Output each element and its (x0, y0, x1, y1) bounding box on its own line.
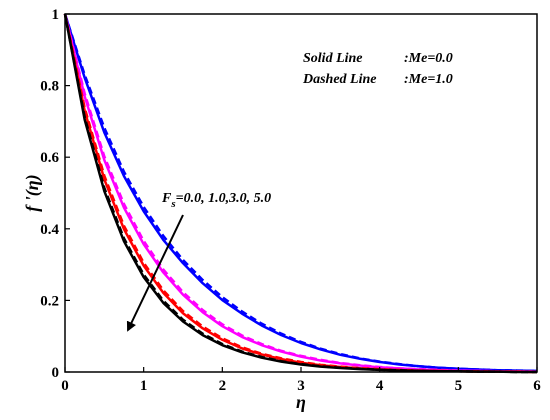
x-tick-label: 2 (219, 378, 227, 394)
annotation-prefix: F (161, 191, 172, 206)
parameter-annotation: Fs=0.0, 1.0,3.0, 5.0 (161, 191, 271, 210)
legend-dashed-value: :Me=1.0 (404, 72, 453, 87)
series-line-6 (63, 13, 538, 374)
y-tick-label: 0 (52, 365, 60, 381)
y-axis-label: f '(η) (22, 174, 43, 211)
annotation-subscript: s (170, 198, 175, 210)
x-tick-label: 6 (533, 378, 541, 394)
tick-layer: 0 1 2 3 4 5 6 0 0.2 0.4 0.6 0.8 1 (40, 7, 541, 394)
annotation-values: =0.0, 1.0,3.0, 5.0 (176, 191, 271, 206)
series-layer (63, 13, 538, 374)
y-tick-label: 0.8 (40, 79, 59, 95)
x-axis-label: η (296, 392, 306, 412)
legend-dashed-label: Dashed Line (302, 72, 377, 87)
legend-solid-label: Solid Line (303, 51, 363, 66)
x-tick-label: 3 (297, 378, 305, 394)
x-tick-label: 0 (61, 378, 69, 394)
y-tick-label: 0.2 (40, 293, 59, 309)
x-tick-label: 5 (455, 378, 463, 394)
trend-arrow (126, 214, 184, 332)
x-tick-label: 1 (140, 378, 148, 394)
y-tick-label: 0.4 (40, 222, 59, 238)
series-line-2 (63, 13, 538, 373)
legend-solid-value: :Me=0.0 (404, 51, 453, 66)
x-tick-label: 4 (376, 378, 384, 394)
y-tick-label: 0.6 (40, 150, 59, 166)
y-tick-label: 1 (52, 7, 60, 23)
